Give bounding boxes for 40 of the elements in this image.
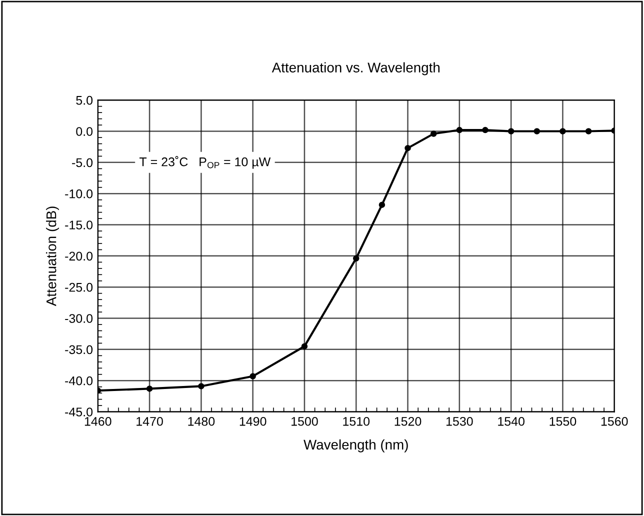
- annotation: T = 23˚C P$_{OP}$ = 10 µW: [139, 156, 271, 169]
- y-tick-label: -15.0: [65, 220, 93, 230]
- x-tick-label: 1520: [394, 416, 422, 426]
- point: [560, 128, 566, 134]
- y-tick-label: 5.0: [76, 96, 93, 105]
- point: [146, 386, 153, 392]
- point: [198, 383, 204, 390]
- chart-title: Attenuation vs. Wavelength: [272, 62, 440, 76]
- x-tick-label: 1560: [601, 416, 628, 426]
- x-tick-label: 1510: [343, 416, 370, 426]
- point: [585, 128, 592, 134]
- point: [353, 255, 360, 262]
- point: [301, 343, 308, 350]
- y-tick-label: -20.0: [65, 252, 93, 261]
- point: [430, 130, 437, 137]
- point: [404, 144, 411, 152]
- y-tick-label: -10.0: [65, 189, 93, 198]
- y-tick-label: -25.0: [65, 282, 93, 292]
- y-axis-title: Attenuation (dB): [46, 206, 59, 306]
- y-tick-label: -45.0: [65, 408, 93, 416]
- x-tick-label: 1530: [446, 416, 473, 426]
- y-tick-label: -5.0: [72, 158, 93, 168]
- point: [534, 128, 540, 134]
- x-tick-label: 1550: [550, 416, 576, 426]
- point: [378, 202, 386, 208]
- point: [482, 126, 488, 134]
- point: [508, 128, 514, 134]
- x-tick-label: 1540: [498, 416, 524, 426]
- y-tick-label: -30.0: [65, 314, 93, 323]
- x-tick-label: 1490: [240, 416, 266, 426]
- x-axis-title: Wavelength (nm): [304, 439, 408, 452]
- x-tick-label: 1480: [188, 416, 215, 426]
- y-tick-label: -35.0: [65, 345, 93, 354]
- point: [250, 373, 256, 380]
- x-tick-label: 1470: [136, 416, 163, 426]
- y-tick-label: -40.0: [65, 376, 93, 386]
- y-tick-label: 0.0: [76, 127, 93, 136]
- x-tick-label: 1500: [292, 416, 318, 426]
- x-tick-label: 1460: [84, 416, 112, 426]
- point: [456, 126, 463, 134]
